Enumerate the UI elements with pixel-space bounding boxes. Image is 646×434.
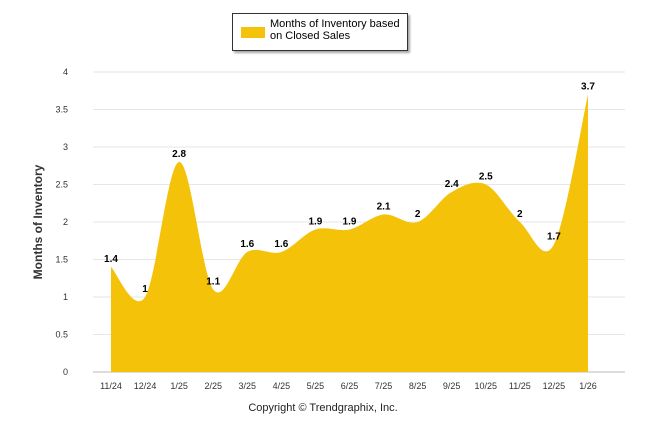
x-tick-label: 2/25 bbox=[204, 381, 222, 391]
legend-swatch bbox=[241, 27, 265, 38]
data-label: 2.8 bbox=[172, 149, 186, 160]
x-tick-label: 1/26 bbox=[579, 381, 597, 391]
y-tick-label: 1 bbox=[63, 292, 68, 302]
data-label: 1.1 bbox=[206, 277, 220, 288]
y-tick-label: 2.5 bbox=[55, 180, 68, 190]
y-tick-label: 0.5 bbox=[55, 330, 68, 340]
data-label: 2.4 bbox=[445, 179, 459, 190]
y-tick-label: 0 bbox=[63, 367, 68, 377]
copyright-text: Copyright © Trendgraphix, Inc. bbox=[248, 402, 398, 414]
legend-label: Months of Inventory based on Closed Sale… bbox=[270, 18, 400, 42]
data-label: 1.6 bbox=[240, 239, 254, 250]
inventory-area-series bbox=[111, 94, 588, 372]
y-tick-label: 3 bbox=[63, 142, 68, 152]
y-tick-label: 3.5 bbox=[55, 105, 68, 115]
data-label: 1.6 bbox=[274, 239, 288, 250]
x-tick-label: 9/25 bbox=[443, 381, 461, 391]
x-tick-label: 10/25 bbox=[475, 381, 498, 391]
y-axis-ticks: 0 0.5 1 1.5 2 2.5 3 3.5 4 bbox=[55, 67, 68, 377]
data-label: 1.9 bbox=[308, 217, 322, 228]
data-label: 2.5 bbox=[479, 172, 493, 183]
data-label: 2 bbox=[517, 209, 523, 220]
x-tick-label: 3/25 bbox=[239, 381, 257, 391]
x-axis-ticks: 11/24 12/24 1/25 2/25 3/25 4/25 5/25 6/25 7/25 8/… bbox=[100, 381, 597, 391]
y-tick-label: 1.5 bbox=[55, 255, 68, 265]
data-label: 2.1 bbox=[377, 202, 391, 213]
data-label: 1.7 bbox=[547, 232, 561, 243]
x-tick-label: 4/25 bbox=[273, 381, 291, 391]
data-label: 1.4 bbox=[104, 254, 118, 265]
data-label: 3.7 bbox=[581, 82, 595, 93]
y-tick-label: 4 bbox=[63, 67, 68, 77]
x-tick-label: 5/25 bbox=[307, 381, 325, 391]
x-tick-label: 12/25 bbox=[543, 381, 566, 391]
y-tick-label: 2 bbox=[63, 217, 68, 227]
x-tick-label: 8/25 bbox=[409, 381, 427, 391]
x-tick-label: 1/25 bbox=[170, 381, 188, 391]
x-tick-label: 12/24 bbox=[134, 381, 157, 391]
data-labels: 1.4 1 2.8 1.1 1.6 1.6 1.9 1.9 2.1 2 2.4 2.5 2 1.7 3.7 bbox=[104, 82, 595, 296]
data-label: 1 bbox=[142, 284, 148, 295]
x-tick-label: 7/25 bbox=[375, 381, 393, 391]
x-tick-label: 6/25 bbox=[341, 381, 359, 391]
data-label: 2 bbox=[415, 209, 421, 220]
x-tick-label: 11/25 bbox=[509, 381, 531, 391]
x-tick-label: 11/24 bbox=[100, 381, 122, 391]
data-label: 1.9 bbox=[343, 217, 357, 228]
y-axis-title: Months of Inventory bbox=[31, 164, 45, 280]
legend: Months of Inventory based on Closed Sale… bbox=[232, 13, 408, 51]
